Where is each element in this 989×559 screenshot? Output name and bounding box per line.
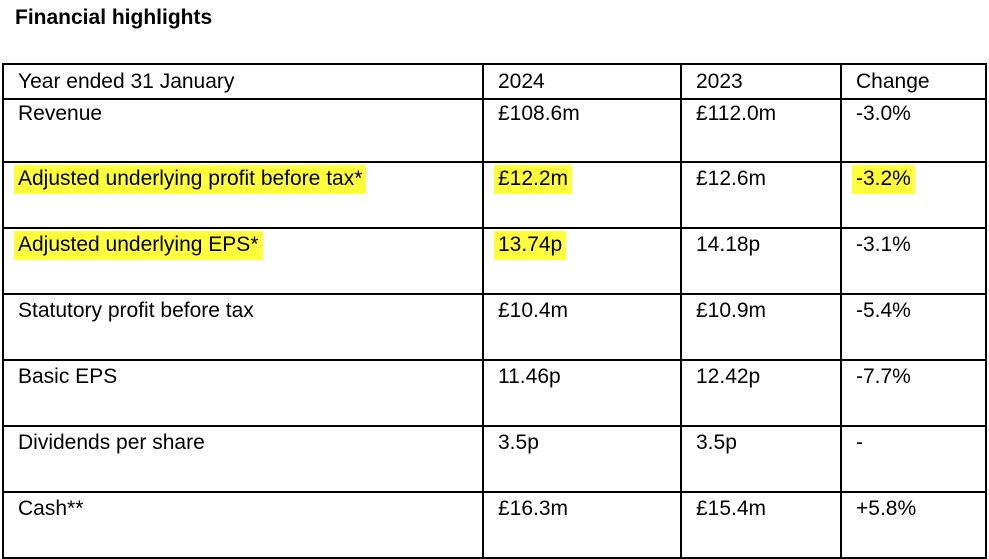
value-2023: £10.9m — [680, 293, 842, 361]
value-change: - — [840, 425, 987, 493]
value-2024-cell: £12.2m — [482, 161, 682, 229]
value-change: +5.8% — [840, 491, 987, 559]
value-2024-cell: 13.74p — [482, 227, 682, 295]
row-label: Revenue — [2, 98, 484, 163]
table-header-row: Year ended 31 January 2024 2023 Change — [2, 63, 987, 100]
value-2023: £12.6m — [680, 161, 842, 229]
highlighted-value-2024: £12.2m — [494, 165, 573, 194]
table-row-cash: Cash** £16.3m £15.4m +5.8% — [2, 491, 987, 559]
value-change: -3.0% — [840, 98, 987, 163]
value-change-cell: -3.2% — [840, 161, 987, 229]
value-2023: 12.42p — [680, 359, 842, 427]
row-label-cell: Adjusted underlying profit before tax* — [2, 161, 484, 229]
value-2024: £10.4m — [482, 293, 682, 361]
table-row-statutory-profit: Statutory profit before tax £10.4m £10.9… — [2, 293, 987, 361]
value-2024: £16.3m — [482, 491, 682, 559]
value-2023: £15.4m — [680, 491, 842, 559]
header-year-ended: Year ended 31 January — [2, 63, 484, 100]
financial-highlights-table: Year ended 31 January 2024 2023 Change R… — [2, 63, 987, 559]
value-change: -5.4% — [840, 293, 987, 361]
table-row-revenue: Revenue £108.6m £112.0m -3.0% — [2, 98, 987, 163]
highlighted-row-label: Adjusted underlying profit before tax* — [14, 165, 367, 194]
table-row-basic-eps: Basic EPS 11.46p 12.42p -7.7% — [2, 359, 987, 427]
table-row-adjusted-profit: Adjusted underlying profit before tax* £… — [2, 161, 987, 229]
value-2023: 3.5p — [680, 425, 842, 493]
table-row-dividends: Dividends per share 3.5p 3.5p - — [2, 425, 987, 493]
header-change: Change — [840, 63, 987, 100]
highlighted-row-label: Adjusted underlying EPS* — [14, 231, 263, 260]
header-2024: 2024 — [482, 63, 682, 100]
value-2024: £108.6m — [482, 98, 682, 163]
value-2024: 11.46p — [482, 359, 682, 427]
value-2023: £112.0m — [680, 98, 842, 163]
page-title: Financial highlights — [15, 6, 213, 29]
highlighted-value-change: -3.2% — [852, 165, 915, 194]
value-2024: 3.5p — [482, 425, 682, 493]
row-label: Dividends per share — [2, 425, 484, 493]
row-label: Basic EPS — [2, 359, 484, 427]
row-label-cell: Adjusted underlying EPS* — [2, 227, 484, 295]
value-change: -7.7% — [840, 359, 987, 427]
value-change: -3.1% — [840, 227, 987, 295]
value-2023: 14.18p — [680, 227, 842, 295]
row-label: Statutory profit before tax — [2, 293, 484, 361]
highlighted-value-2024: 13.74p — [494, 231, 567, 260]
row-label: Cash** — [2, 491, 484, 559]
table-row-adjusted-eps: Adjusted underlying EPS* 13.74p 14.18p -… — [2, 227, 987, 295]
header-2023: 2023 — [680, 63, 842, 100]
